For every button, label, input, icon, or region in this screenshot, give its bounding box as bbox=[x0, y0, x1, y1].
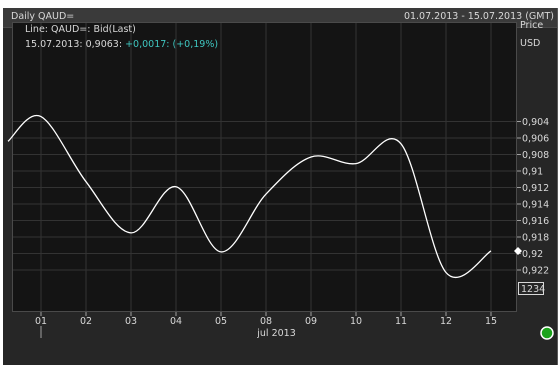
price-tick-label: 0,914 bbox=[522, 200, 549, 211]
date-tick-label: 09 bbox=[305, 316, 317, 327]
price-tick-label: 0,918 bbox=[522, 233, 549, 244]
series-line[interactable] bbox=[7, 114, 492, 279]
date-tick-label: 04 bbox=[170, 316, 182, 327]
date-tick-label: 08 bbox=[260, 316, 272, 327]
month-label: jul 2013 bbox=[256, 328, 296, 339]
price-tick-label: 0,904 bbox=[522, 117, 549, 128]
legend-date-value: 15.07.2013: 0,9063: bbox=[25, 39, 126, 50]
date-tick-label: 15 bbox=[485, 316, 497, 327]
price-tick-label: 0,916 bbox=[522, 216, 549, 227]
price-axis-currency: USD bbox=[520, 38, 541, 49]
price-box-label: 1234 bbox=[521, 284, 545, 295]
price-tick-label: 0,91 bbox=[522, 167, 543, 178]
date-tick-label: 12 bbox=[440, 316, 452, 327]
price-tick-label: 0,912 bbox=[522, 183, 549, 194]
date-range: 01.07.2013 - 15.07.2013 (GMT) bbox=[403, 11, 554, 22]
date-tick-label: 05 bbox=[215, 316, 227, 327]
status-indicator-icon[interactable] bbox=[540, 326, 554, 340]
date-tick-label: 11 bbox=[395, 316, 407, 327]
last-value-marker bbox=[514, 247, 522, 256]
date-tick-label: 02 bbox=[80, 316, 92, 327]
plot-area[interactable] bbox=[12, 22, 517, 312]
legend-series-label: Line: QAUD=: Bid(Last) bbox=[25, 24, 136, 35]
date-tick-label: 01 bbox=[35, 316, 47, 327]
price-tick-label: 0,906 bbox=[522, 134, 549, 145]
legend-last-value: 15.07.2013: 0,9063: +0,0017: (+0,19%) bbox=[25, 39, 218, 50]
instrument-title: Daily QAUD= bbox=[11, 11, 75, 22]
price-tick-label: 0,92 bbox=[522, 249, 543, 260]
price-tick-label: 0,908 bbox=[522, 150, 549, 161]
legend-change: +0,0017: (+0,19%) bbox=[125, 39, 219, 50]
date-tick-label: 03 bbox=[125, 316, 137, 327]
price-box bbox=[518, 282, 544, 295]
date-tick-label: 10 bbox=[350, 316, 362, 327]
price-axis-title: Price bbox=[520, 20, 544, 31]
plot-border bbox=[12, 22, 517, 312]
price-tick-label: 0,922 bbox=[522, 266, 549, 277]
